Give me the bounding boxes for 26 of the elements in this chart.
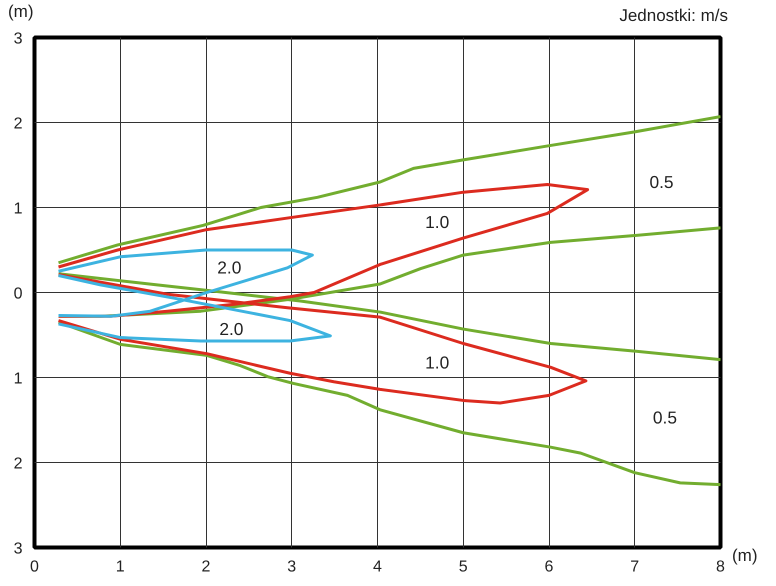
x-tick-label: 6 — [544, 558, 554, 576]
x-tick-label: 1 — [116, 558, 125, 576]
annotation: 0.5 — [649, 172, 674, 192]
y-tick-label: 3 — [14, 30, 23, 48]
x-tick-label: 2 — [202, 558, 211, 576]
x-tick-label: 8 — [716, 558, 726, 576]
annotation: 1.0 — [425, 352, 450, 372]
x-axis-title: (m) — [732, 545, 758, 567]
y-axis-title: (m) — [8, 1, 34, 23]
annotation: 0.5 — [652, 407, 677, 428]
x-tick-label: 7 — [630, 558, 640, 576]
line-series — [57, 320, 720, 486]
text: Jednostki: m/s — [619, 5, 728, 27]
x-tick-label: 3 — [287, 558, 296, 576]
annotation: 1.0 — [425, 212, 450, 232]
x-tick-label: 5 — [458, 558, 468, 576]
y-tick-label: 1 — [14, 200, 23, 218]
annotation: 2.0 — [217, 258, 242, 278]
x-tick-label: 4 — [373, 558, 382, 576]
y-tick-label: 2 — [14, 116, 23, 132]
annotation: 2.0 — [219, 319, 244, 340]
y-tick-label: 0 — [14, 286, 23, 302]
x-tick-label: 0 — [30, 558, 40, 576]
y-tick-label: 1 — [14, 370, 23, 388]
y-tick-label: 2 — [14, 456, 23, 472]
y-tick-label: 3 — [14, 540, 23, 558]
